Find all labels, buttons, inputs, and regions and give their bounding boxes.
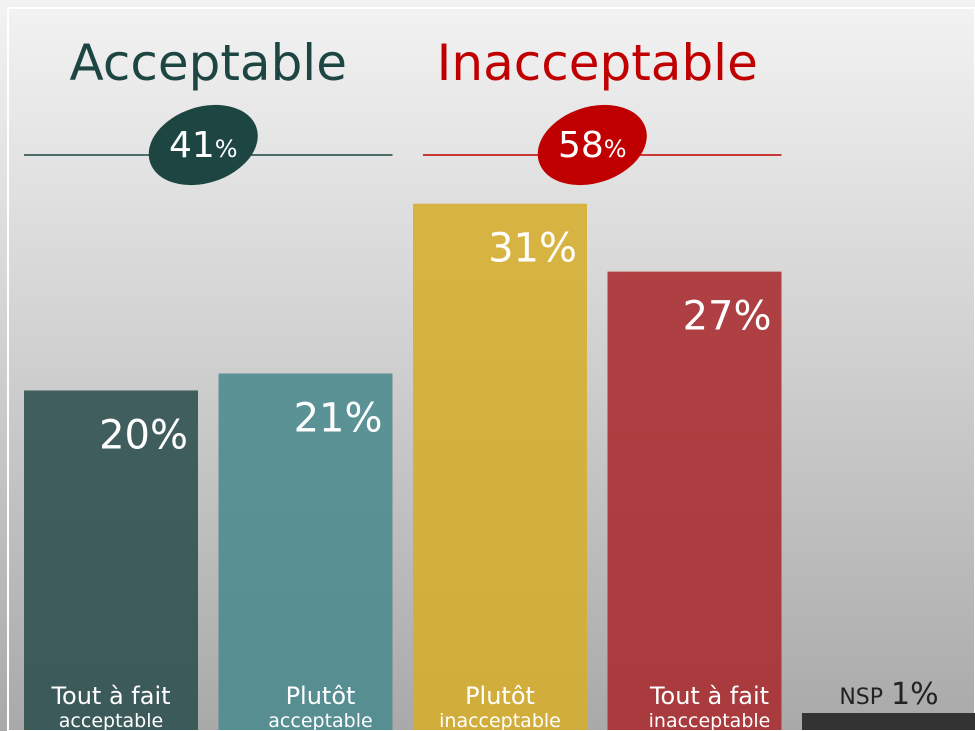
category-label: acceptable (268, 710, 372, 731)
category-label: NSP (839, 685, 883, 710)
bar (802, 713, 975, 730)
value-label: 20% (99, 412, 188, 458)
group-total: 41% (169, 125, 238, 166)
group-title: Inacceptable (437, 34, 758, 92)
category-label: inacceptable (439, 710, 561, 731)
value-label: 1% (891, 677, 939, 712)
bar (218, 373, 393, 730)
group-total-unit: % (215, 135, 238, 163)
category-label: Tout à fait (50, 682, 170, 710)
bar (413, 203, 587, 730)
category-label: acceptable (59, 710, 163, 731)
group-total: 58% (558, 125, 627, 166)
category-label: Tout à fait (649, 682, 769, 710)
category-label: Plutôt (286, 682, 356, 710)
category-label: Plutôt (465, 682, 535, 710)
value-label: 21% (294, 395, 383, 441)
group-badge (537, 104, 647, 186)
category-label: NSP 1% (839, 677, 938, 712)
group-total-value: 58 (558, 125, 604, 166)
bar (607, 271, 782, 730)
value-label: 27% (683, 294, 772, 340)
group-total-unit: % (604, 135, 627, 163)
group-badge (148, 104, 258, 186)
group-title: Acceptable (70, 34, 347, 92)
category-label: inacceptable (649, 710, 771, 731)
bar (24, 390, 198, 730)
group-total-value: 41 (169, 125, 215, 166)
value-label: 31% (488, 226, 577, 272)
frame (7, 7, 975, 731)
